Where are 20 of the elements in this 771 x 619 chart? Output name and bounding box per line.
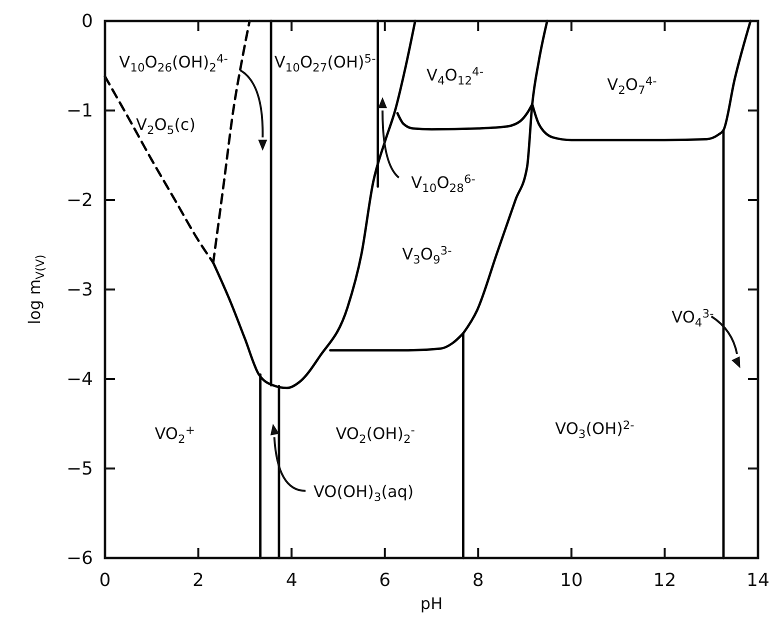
annotation: VO(OH)$_{3}$(aq) (314, 482, 414, 504)
annotation: V$_{10}$O$_{27}$(OH)$^{5-}$ (274, 50, 376, 74)
x-axis-title: pH (420, 594, 443, 613)
annotation: VO$_{3}$(OH)$^{2-}$ (555, 418, 634, 441)
y-tick-label: −5 (66, 458, 93, 480)
x-tick-label: 10 (560, 570, 583, 591)
x-tick-label: 0 (99, 570, 111, 591)
x-tick-label: 14 (746, 570, 770, 591)
x-tick-label: 6 (379, 570, 391, 591)
y-tick-label: −3 (66, 280, 93, 300)
x-tick-label: 8 (472, 570, 484, 591)
y-tick-label: −6 (66, 548, 93, 569)
y-tick-label: −1 (66, 100, 93, 122)
y-tick-label: −4 (66, 369, 93, 390)
x-tick-label: 4 (286, 570, 298, 591)
y-tick-label: −2 (66, 190, 93, 211)
y-tick-label: 0 (82, 11, 93, 32)
x-tick-label: 2 (192, 570, 204, 591)
x-tick-label: 12 (653, 570, 676, 591)
annotation: V$_{2}$O$_{5}$(c) (136, 115, 196, 137)
